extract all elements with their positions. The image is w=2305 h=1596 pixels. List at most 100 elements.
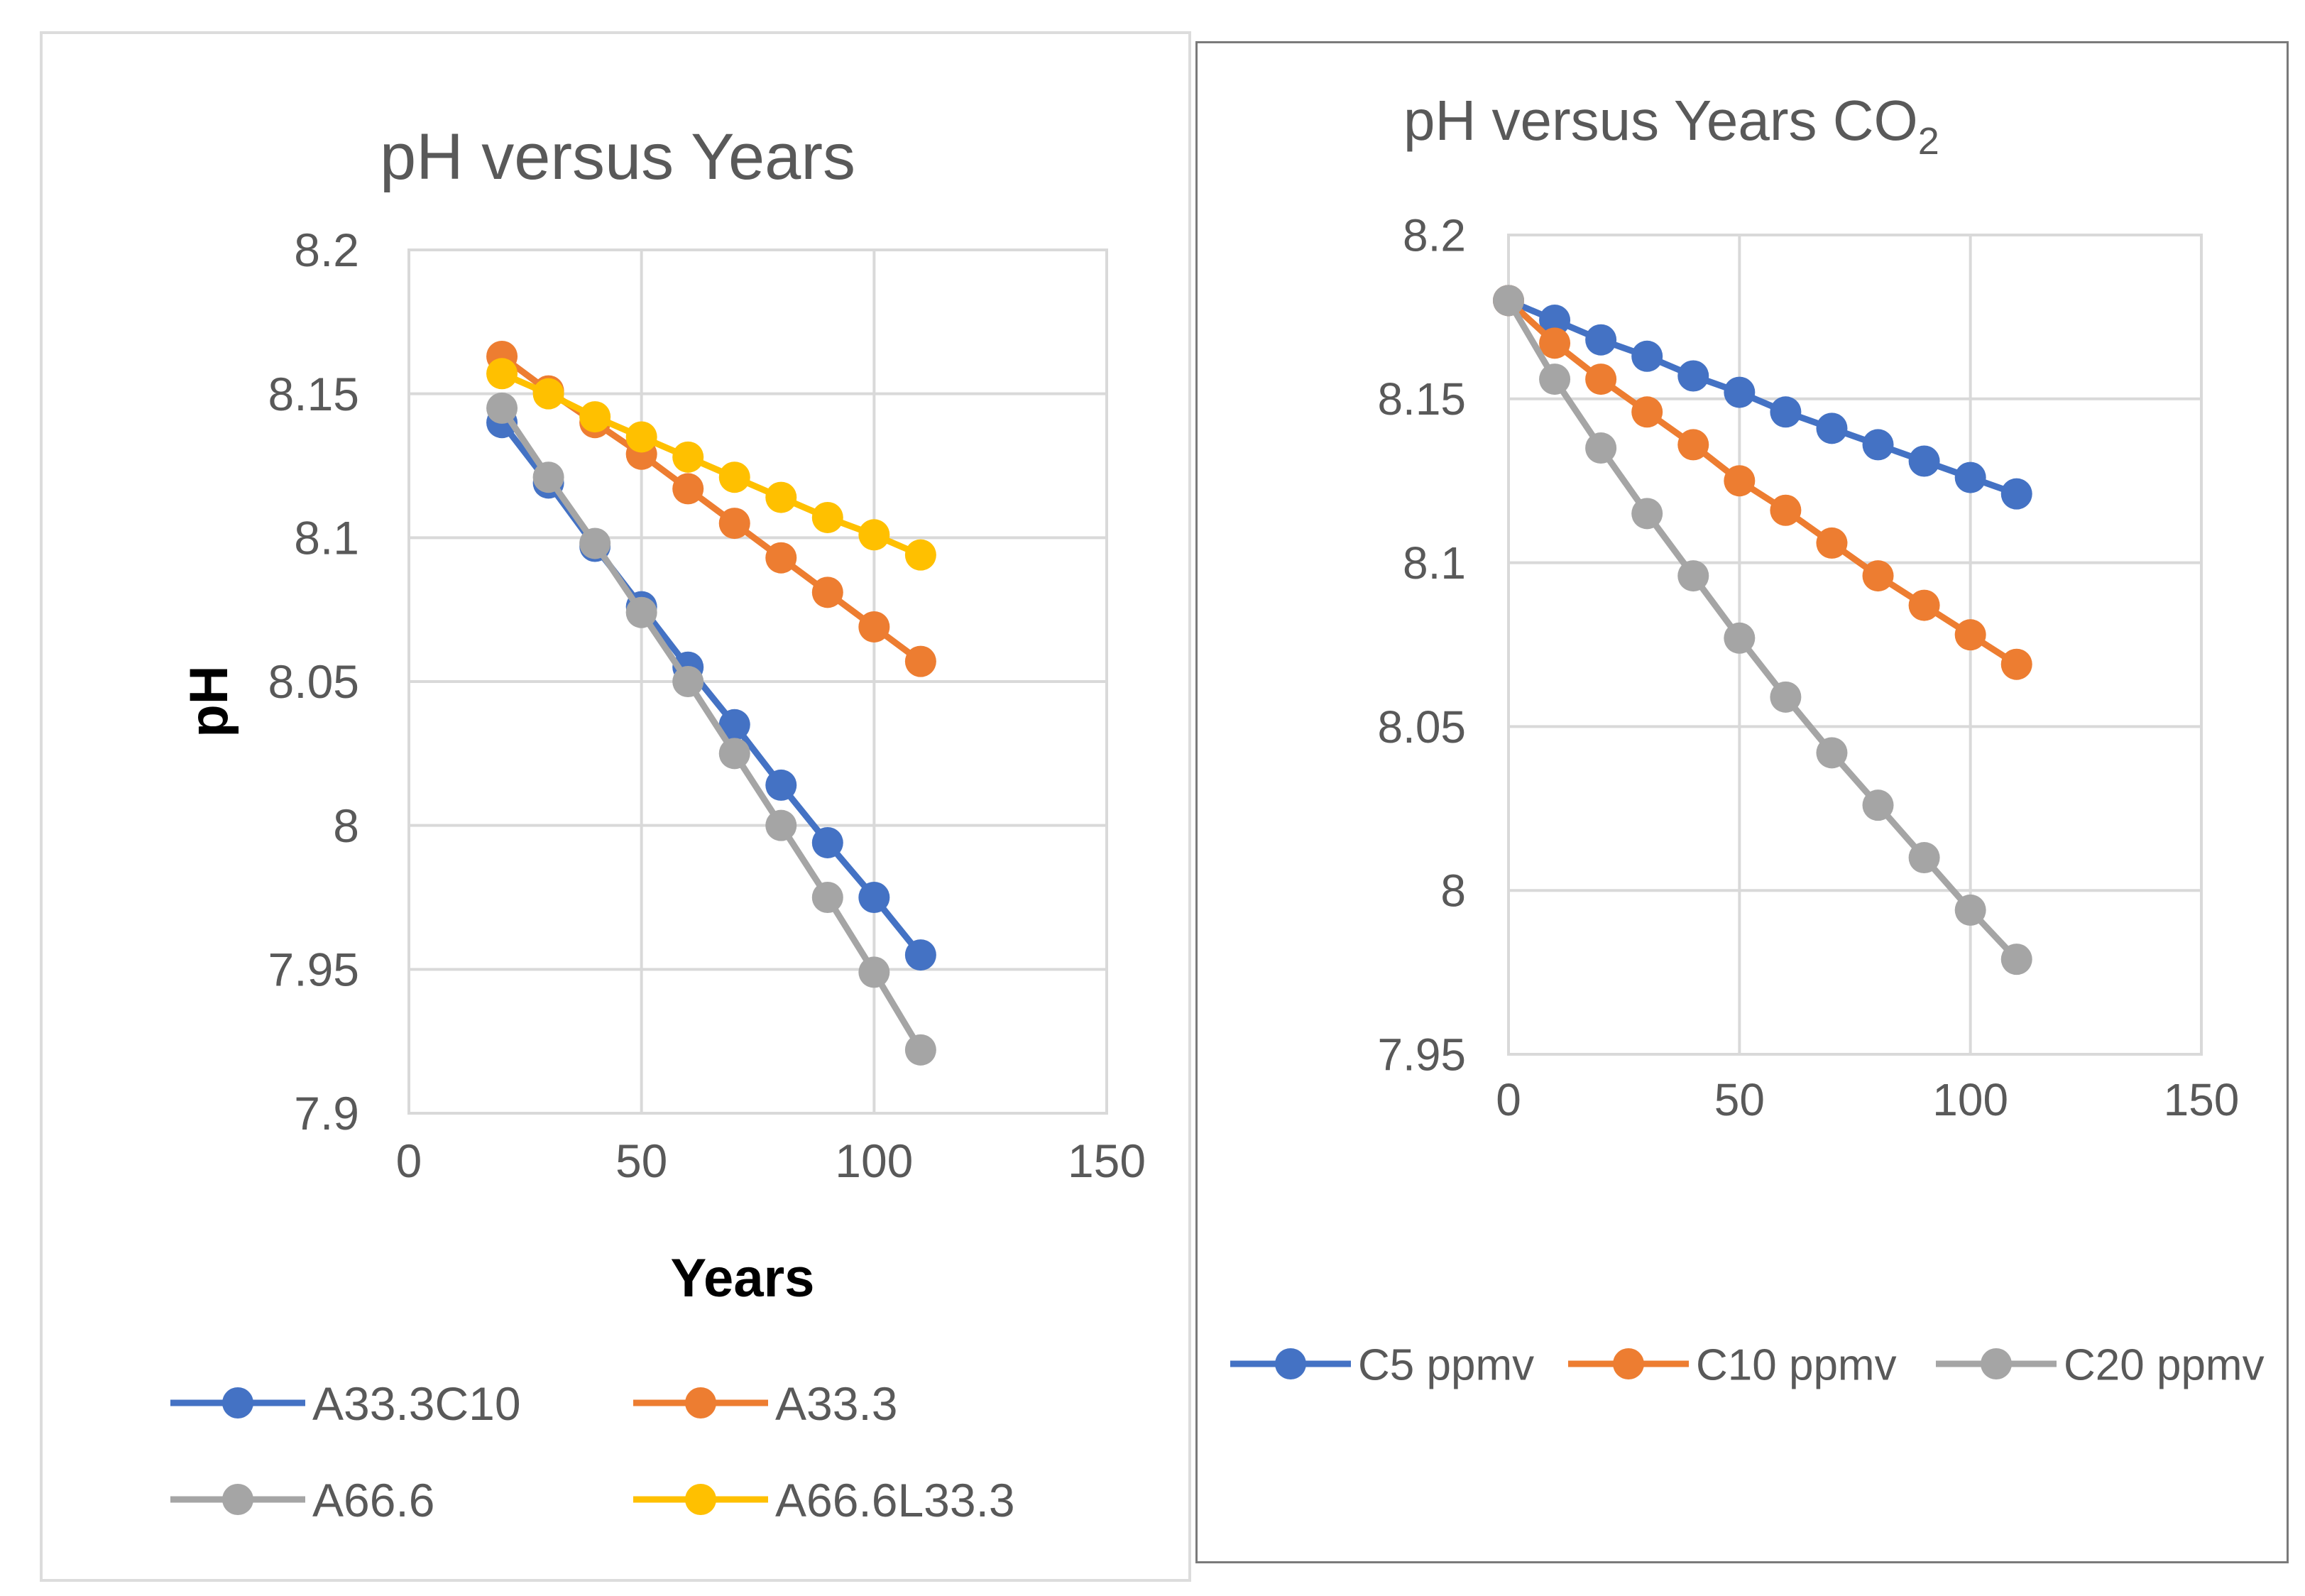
chart-title-subscript: 2 xyxy=(1918,120,1939,163)
legend-label: C5 ppmv xyxy=(1358,1340,1534,1389)
legend-label: A33.3C10 xyxy=(312,1377,521,1430)
legend-swatch-marker xyxy=(685,1484,716,1515)
y-tick-label: 8.05 xyxy=(268,655,359,708)
data-point xyxy=(486,358,518,390)
data-point xyxy=(765,769,797,801)
data-point xyxy=(1493,285,1524,317)
x-tick-label: 100 xyxy=(1932,1074,2008,1125)
data-point xyxy=(1631,340,1663,372)
data-point xyxy=(625,421,657,453)
data-point xyxy=(1724,465,1756,497)
data-point xyxy=(532,461,564,493)
data-point xyxy=(1816,527,1848,559)
data-point xyxy=(718,461,750,493)
data-point xyxy=(486,392,518,424)
data-point xyxy=(1862,560,1894,592)
legend-swatch-marker xyxy=(222,1484,253,1515)
data-point xyxy=(1770,681,1802,713)
legend-label: A33.3 xyxy=(775,1377,897,1430)
data-point xyxy=(579,528,611,559)
data-point xyxy=(1677,429,1709,461)
y-tick-label: 8.1 xyxy=(294,511,359,564)
legend-swatch-marker xyxy=(685,1387,716,1419)
chart-panel-ph-versus-years-co2: pH versus Years CO2 7.95 8 8.05 8.1 8.15 8.2 0… xyxy=(1195,41,2289,1563)
data-point xyxy=(1816,737,1848,769)
chart-panel-ph-versus-years: pH versus Years pH Years 7.9 7.95 8 8.05 8.1… xyxy=(40,31,1191,1582)
data-point xyxy=(718,738,750,770)
data-point xyxy=(672,666,704,697)
y-tick-label: 8.1 xyxy=(1403,537,1466,589)
data-point xyxy=(718,508,750,540)
y-tick-label: 7.9 xyxy=(294,1087,359,1139)
data-point xyxy=(579,401,611,433)
y-tick-label: 8 xyxy=(1440,865,1466,917)
data-point xyxy=(765,481,797,513)
data-point xyxy=(1539,305,1571,337)
plot-area xyxy=(1507,234,2203,1056)
data-point xyxy=(811,576,843,608)
legend-swatch-marker xyxy=(1613,1348,1644,1379)
x-tick-label: 150 xyxy=(2164,1074,2240,1125)
series-line-c10-ppmv xyxy=(1506,298,2019,667)
data-point xyxy=(811,882,843,913)
data-point xyxy=(1770,494,1802,526)
data-point xyxy=(1631,498,1663,530)
y-tick-label: 8.15 xyxy=(1377,373,1466,425)
data-point xyxy=(1677,560,1709,592)
data-point xyxy=(858,882,890,913)
legend-label: A66.6 xyxy=(312,1474,434,1526)
data-point xyxy=(904,1034,936,1066)
data-point xyxy=(2000,648,2032,680)
x-tick-label: 100 xyxy=(835,1135,913,1187)
chart-title-main: pH versus Years CO xyxy=(1403,89,1918,152)
data-point xyxy=(1770,396,1802,428)
data-point xyxy=(2000,944,2032,975)
data-point xyxy=(718,709,750,740)
data-point xyxy=(1677,360,1709,392)
y-tick-label: 8.05 xyxy=(1377,701,1466,753)
data-point xyxy=(1724,376,1756,408)
data-point xyxy=(2000,478,2032,510)
data-point xyxy=(811,501,843,533)
x-tick-label: 0 xyxy=(1496,1074,1521,1125)
plot-area xyxy=(407,248,1108,1115)
series-line-c5-ppmv xyxy=(1507,297,2018,497)
data-point xyxy=(1539,364,1571,395)
data-point xyxy=(858,611,890,643)
data-point xyxy=(1862,429,1894,461)
data-point xyxy=(858,956,890,988)
data-point xyxy=(1585,364,1617,395)
x-tick-label: 50 xyxy=(615,1135,667,1187)
data-point xyxy=(904,939,936,971)
y-tick-label: 8.2 xyxy=(1403,209,1466,261)
series-line-a66-6 xyxy=(499,406,924,1052)
data-point xyxy=(1539,327,1571,359)
data-point xyxy=(1724,622,1756,654)
x-tick-label: 0 xyxy=(396,1135,422,1187)
y-tick-label: 7.95 xyxy=(268,943,359,995)
data-point xyxy=(858,519,890,551)
y-tick-label: 8.15 xyxy=(268,368,359,420)
data-point xyxy=(765,542,797,574)
data-point xyxy=(625,596,657,628)
x-tick-label: 150 xyxy=(1068,1135,1146,1187)
y-tick-label: 7.95 xyxy=(1377,1029,1466,1080)
legend-swatch-marker xyxy=(1981,1348,2012,1379)
legend-label: C20 ppmv xyxy=(2064,1340,2265,1389)
data-point xyxy=(1908,842,1940,874)
data-point xyxy=(1908,589,1940,621)
data-point xyxy=(904,539,936,571)
chart-ph-versus-years-co2: pH versus Years CO2 7.95 8 8.05 8.1 8.15 8.2 0… xyxy=(1230,89,2265,1389)
y-tick-label: 8.2 xyxy=(294,224,359,276)
chart-ph-versus-years: pH versus Years pH Years 7.9 7.95 8 8.05 8.1… xyxy=(170,121,1146,1526)
y-tick-label: 8 xyxy=(333,799,359,852)
data-point xyxy=(1585,324,1617,356)
data-point xyxy=(1862,789,1894,821)
legend-label: A66.6L33.3 xyxy=(775,1474,1015,1526)
data-point xyxy=(1954,619,1986,651)
data-point xyxy=(1954,894,1986,926)
data-point xyxy=(1631,396,1663,428)
data-point xyxy=(1816,412,1848,444)
data-point xyxy=(904,645,936,677)
data-point xyxy=(1954,461,1986,493)
